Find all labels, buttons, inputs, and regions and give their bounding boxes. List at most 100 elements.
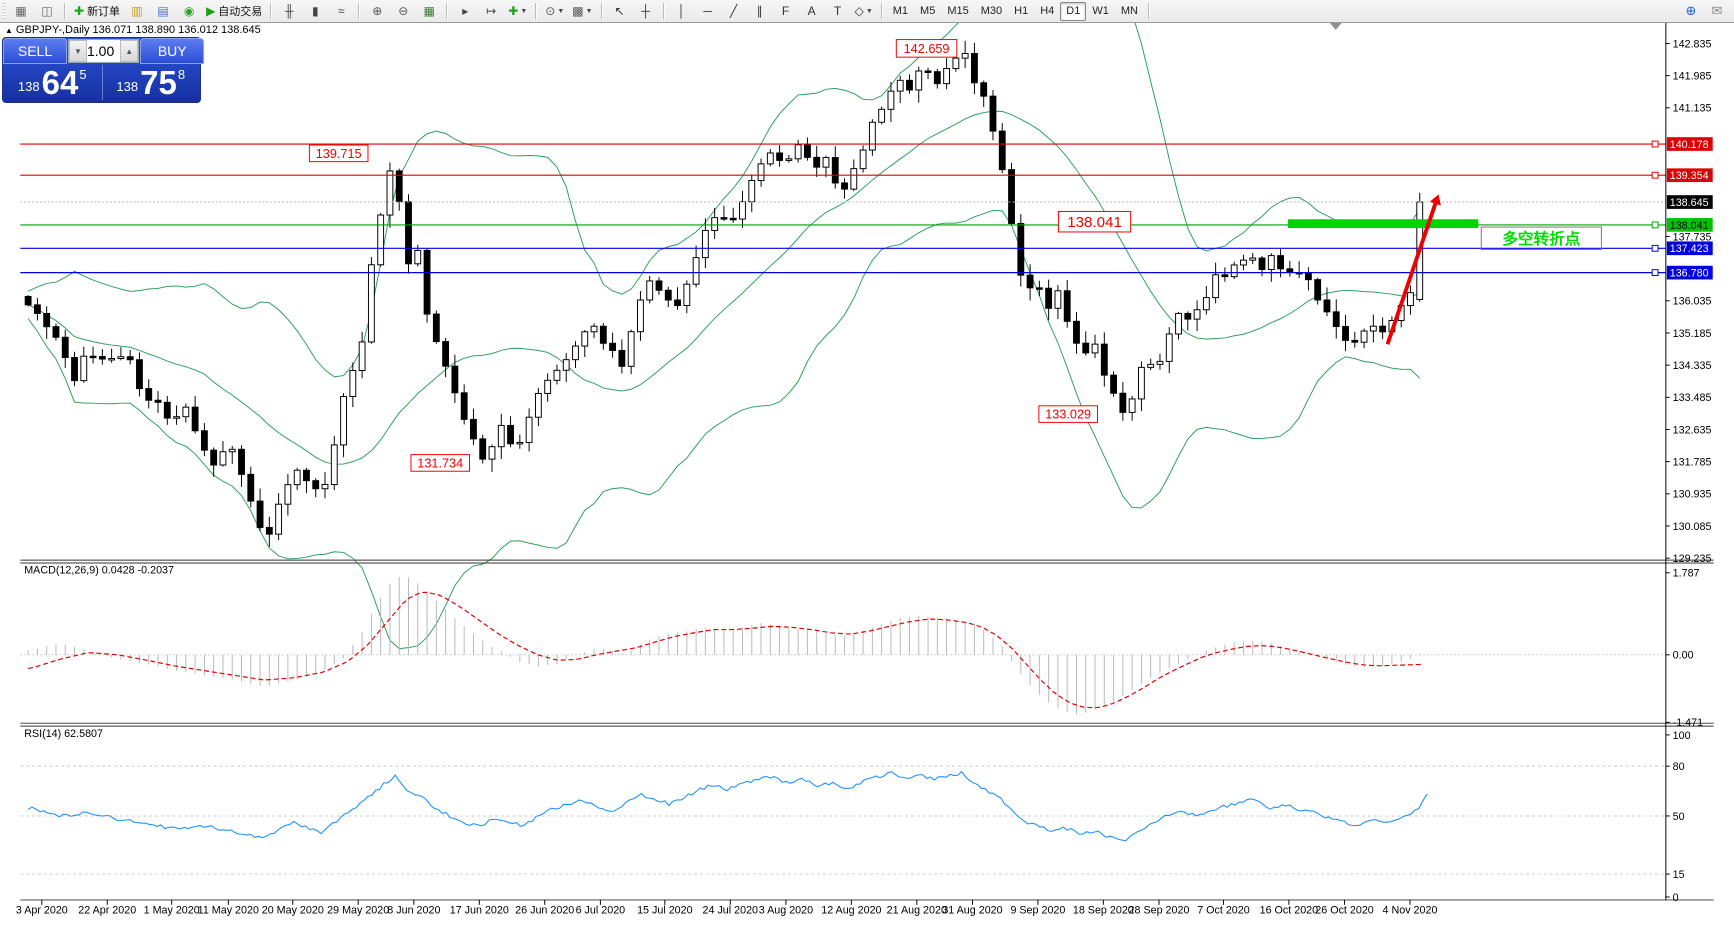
price-annotation-box[interactable] (895, 39, 958, 58)
timeframe-m15-button[interactable]: M15 (947, 5, 969, 17)
shapes-button[interactable]: ◇ ▼ (852, 1, 876, 21)
bull-candle (293, 469, 301, 486)
horizontal-line-button[interactable]: ─ (696, 1, 720, 21)
buy-button[interactable]: BUY (140, 38, 205, 64)
vertical-line-button[interactable]: │ (670, 1, 694, 21)
bull-candle (108, 358, 116, 361)
chevron-down-icon[interactable]: ▼ (520, 7, 528, 15)
line-handle[interactable] (1651, 171, 1659, 179)
bull-candle (284, 484, 292, 505)
date-axis-label: 8 Jun 2020 (387, 905, 440, 917)
market-zoom-button[interactable]: ◫ (35, 1, 59, 21)
buy-price[interactable]: 138 75 8 (102, 64, 201, 100)
bear-candle (1100, 343, 1108, 376)
bull-candle (637, 299, 644, 333)
bear-candle (303, 469, 310, 482)
bear-candle (1063, 290, 1071, 322)
timeframe-d1-button[interactable]: D1 (1060, 1, 1087, 21)
chat-button[interactable]: ✉ (1705, 1, 1729, 21)
line-chart-button[interactable]: ≈ (329, 1, 353, 21)
cursor-button[interactable]: ↖ (608, 1, 632, 21)
channel-button[interactable]: ∥ (748, 1, 772, 21)
bull-candle (219, 451, 227, 466)
autotrade-button[interactable]: ▶ 自动交易 (203, 1, 265, 21)
line-chart-icon: ≈ (338, 4, 345, 18)
timeframe-h4-button[interactable]: H4 (1040, 5, 1055, 17)
chart-shift-button[interactable]: ↦ (479, 1, 503, 21)
expander-icon[interactable]: ▲ (5, 26, 13, 35)
zoom-out-button[interactable]: ⊖ (391, 1, 415, 21)
sell-price[interactable]: 138 64 5 (3, 64, 102, 100)
resistance-highlight-bar[interactable] (1287, 219, 1479, 229)
add-indicator-button[interactable]: ✚ ▼ (505, 1, 530, 21)
bear-candle (1073, 320, 1080, 344)
timeframe-m5-button[interactable]: M5 (920, 5, 936, 17)
zoom-in-button[interactable]: ⊕ (365, 1, 389, 21)
timeframe-m1-button[interactable]: M1 (892, 5, 909, 17)
bear-candle (423, 249, 431, 315)
buy-price-figure: 138 (116, 79, 139, 94)
profile-chart-button[interactable]: ▦ (9, 1, 33, 21)
bear-candle (1277, 255, 1284, 270)
label-icon: T (833, 4, 842, 18)
template-button[interactable]: ▩ ▼ (569, 1, 595, 21)
data-window-button[interactable]: ▤ (151, 1, 175, 21)
timeframe-mn-button[interactable]: MN (1120, 5, 1138, 17)
bull-candle (850, 168, 858, 190)
timeframe-w1-button[interactable]: W1 (1092, 5, 1109, 17)
volume-decrease-button[interactable]: ▼ (69, 40, 87, 62)
price-axis-label: 141.985 (1673, 71, 1712, 83)
line-handle[interactable] (1651, 140, 1659, 148)
bull-candle (822, 157, 830, 168)
bear-candle (674, 299, 681, 307)
bollinger-middle-band (27, 110, 1420, 465)
sell-button[interactable]: SELL (3, 38, 67, 64)
bull-candle (748, 180, 756, 203)
bull-candle (340, 396, 347, 446)
price-annotation-box[interactable] (410, 454, 471, 472)
search-button[interactable]: ⊕ (1679, 1, 1703, 21)
price-annotation-box[interactable] (1038, 405, 1098, 423)
chart-shift-icon: ↦ (486, 4, 497, 18)
periods-button[interactable]: ⊙ ▼ (542, 1, 567, 21)
fibonacci-button[interactable]: F (774, 1, 798, 21)
line-handle[interactable] (1651, 269, 1659, 277)
timeframe-m30-button[interactable]: M30 (980, 5, 1003, 17)
line-handle[interactable] (1651, 221, 1659, 229)
new-order-label: 新订单 (87, 6, 121, 18)
candlestick-chart-button[interactable]: ▮ (303, 1, 327, 21)
trendline-icon: ╱ (729, 4, 738, 18)
volume-input[interactable]: 1.00 (87, 43, 115, 59)
crosshair-button[interactable]: ┼ (634, 1, 658, 21)
toolbar-separator (64, 3, 66, 19)
chevron-down-icon[interactable]: ▼ (865, 7, 873, 15)
bear-candle (126, 356, 134, 361)
tile-windows-button[interactable]: ▦ (417, 1, 441, 21)
text-button[interactable]: A (800, 1, 824, 21)
note-box[interactable] (1480, 226, 1602, 251)
chevron-down-icon[interactable]: ▼ (557, 7, 565, 15)
bar-chart-button[interactable]: ╫ (277, 1, 301, 21)
chart-shift-marker[interactable] (1329, 22, 1342, 30)
price-annotation-text: 131.734 (417, 456, 463, 470)
bear-candle (1045, 287, 1053, 309)
line-handle[interactable] (1651, 244, 1659, 252)
price-annotation-box[interactable] (1057, 210, 1132, 233)
market-watch-button[interactable]: ▥ (125, 1, 149, 21)
bear-candle (1379, 325, 1387, 333)
bear-candle (256, 500, 264, 528)
chevron-down-icon[interactable]: ▼ (585, 7, 593, 15)
navigator-button[interactable]: ◉ (177, 1, 201, 21)
auto-scroll-button[interactable]: ▸ (453, 1, 477, 21)
bear-candle (1258, 257, 1266, 270)
volume-increase-button[interactable]: ▲ (120, 40, 139, 62)
new-order-button[interactable]: ✚ 新订单 (71, 1, 123, 21)
bear-candle (971, 53, 978, 84)
trend-arrow-line[interactable] (1385, 203, 1438, 345)
bear-candle (924, 70, 932, 73)
timeframe-h1-button[interactable]: H1 (1014, 5, 1029, 17)
trendline-button[interactable]: ╱ (722, 1, 746, 21)
price-annotation-box[interactable] (308, 144, 369, 163)
label-button[interactable]: T (826, 1, 850, 21)
bull-candle (1212, 274, 1220, 299)
